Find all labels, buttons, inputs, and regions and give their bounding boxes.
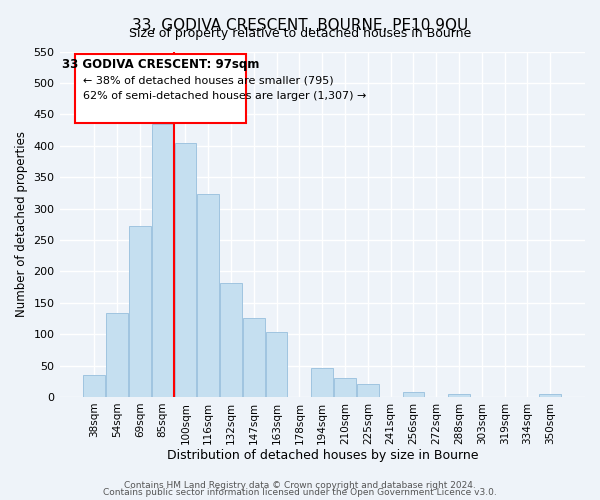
Bar xyxy=(152,124,173,397)
Bar xyxy=(311,368,333,397)
Bar xyxy=(403,392,424,397)
Text: 62% of semi-detached houses are larger (1,307) →: 62% of semi-detached houses are larger (… xyxy=(83,91,366,101)
Y-axis label: Number of detached properties: Number of detached properties xyxy=(15,131,28,317)
Text: 33 GODIVA CRESCENT: 97sqm: 33 GODIVA CRESCENT: 97sqm xyxy=(62,58,259,71)
Text: Contains HM Land Registry data © Crown copyright and database right 2024.: Contains HM Land Registry data © Crown c… xyxy=(124,480,476,490)
X-axis label: Distribution of detached houses by size in Bourne: Distribution of detached houses by size … xyxy=(167,450,478,462)
Bar xyxy=(83,375,105,397)
Bar xyxy=(357,384,379,397)
Text: 33, GODIVA CRESCENT, BOURNE, PE10 9QU: 33, GODIVA CRESCENT, BOURNE, PE10 9QU xyxy=(132,18,468,32)
Bar xyxy=(106,314,128,397)
Bar xyxy=(448,394,470,397)
Bar xyxy=(243,318,265,397)
Bar xyxy=(266,332,287,397)
Bar xyxy=(334,378,356,397)
Text: ← 38% of detached houses are smaller (795): ← 38% of detached houses are smaller (79… xyxy=(83,76,333,86)
Bar xyxy=(220,282,242,397)
Text: Size of property relative to detached houses in Bourne: Size of property relative to detached ho… xyxy=(129,28,471,40)
Bar xyxy=(539,394,561,397)
Text: Contains public sector information licensed under the Open Government Licence v3: Contains public sector information licen… xyxy=(103,488,497,497)
Bar xyxy=(175,142,196,397)
Bar xyxy=(197,194,219,397)
Bar xyxy=(129,226,151,397)
